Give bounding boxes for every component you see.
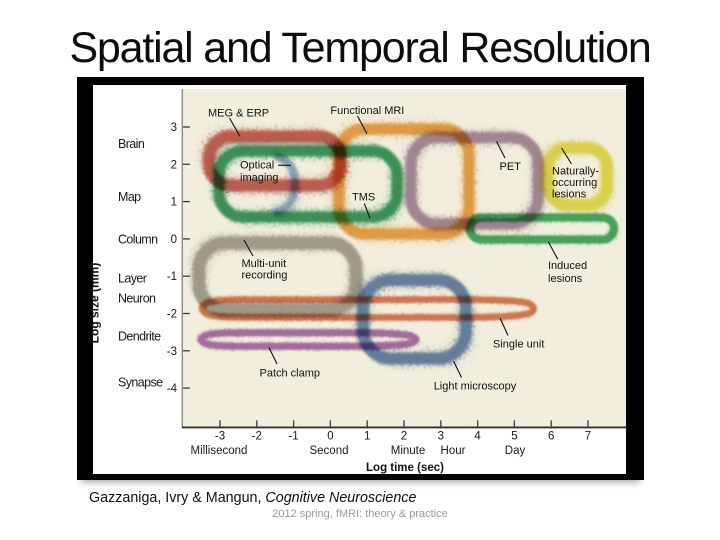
svg-text:-4: -4 (167, 383, 178, 395)
svg-text:occurring: occurring (552, 177, 597, 189)
svg-text:0: 0 (327, 430, 333, 442)
svg-text:4: 4 (474, 430, 481, 442)
svg-text:imaging: imaging (240, 172, 279, 184)
svg-text:2: 2 (401, 430, 407, 442)
svg-text:Log size (mm): Log size (mm) (88, 263, 102, 344)
svg-text:-3: -3 (215, 430, 225, 442)
svg-text:Multi-unit: Multi-unit (242, 258, 287, 270)
svg-text:Neuron: Neuron (118, 292, 156, 306)
svg-text:1: 1 (171, 197, 177, 209)
svg-text:Brain: Brain (118, 137, 145, 151)
svg-text:Synapse: Synapse (118, 376, 163, 390)
svg-text:Map: Map (118, 190, 141, 204)
svg-text:-2: -2 (167, 309, 177, 321)
svg-text:recording: recording (242, 270, 288, 282)
svg-text:3: 3 (438, 430, 444, 442)
svg-text:0: 0 (171, 234, 177, 246)
svg-text:-1: -1 (288, 430, 298, 442)
svg-text:-1: -1 (167, 271, 177, 283)
svg-text:Millisecond: Millisecond (191, 445, 248, 457)
svg-text:1: 1 (364, 430, 370, 442)
svg-text:Patch clamp: Patch clamp (260, 368, 321, 380)
svg-text:-2: -2 (252, 430, 262, 442)
svg-text:lesions: lesions (548, 273, 583, 285)
svg-text:6: 6 (548, 430, 554, 442)
svg-text:Layer: Layer (118, 272, 147, 286)
svg-text:3: 3 (171, 122, 177, 134)
svg-text:Log time (sec): Log time (sec) (366, 462, 444, 474)
svg-text:Hour: Hour (441, 445, 466, 457)
svg-text:Naturally-: Naturally- (552, 166, 599, 178)
svg-text:PET: PET (500, 161, 522, 173)
svg-text:Induced: Induced (548, 260, 587, 272)
svg-text:Light microscopy: Light microscopy (434, 381, 517, 393)
svg-text:Minute: Minute (391, 445, 426, 457)
svg-text:2: 2 (171, 159, 177, 171)
svg-text:7: 7 (585, 430, 591, 442)
svg-text:Dendrite: Dendrite (118, 330, 161, 344)
svg-text:Optical: Optical (240, 159, 274, 171)
svg-text:Single unit: Single unit (493, 339, 544, 351)
svg-text:Functional MRI: Functional MRI (330, 105, 404, 117)
svg-text:TMS: TMS (352, 192, 375, 204)
svg-text:lesions: lesions (552, 189, 587, 201)
svg-text:Second: Second (309, 445, 348, 457)
svg-text:5: 5 (511, 430, 517, 442)
svg-text:-3: -3 (167, 346, 177, 358)
svg-text:Column: Column (118, 233, 158, 247)
svg-text:Day: Day (505, 445, 526, 457)
svg-text:MEG & ERP: MEG & ERP (208, 108, 269, 120)
